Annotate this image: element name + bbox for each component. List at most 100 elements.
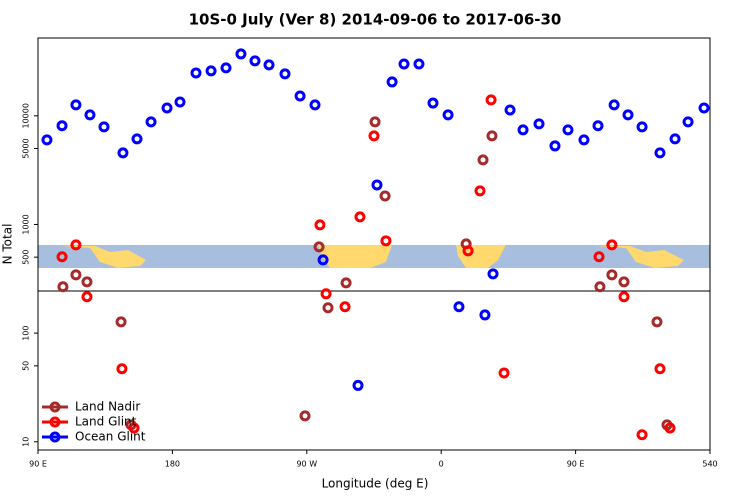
map-strip bbox=[38, 245, 710, 268]
point bbox=[56, 251, 68, 263]
point bbox=[380, 235, 392, 247]
point bbox=[309, 99, 321, 111]
plot-frame bbox=[37, 37, 711, 451]
point bbox=[379, 190, 391, 202]
y-tick-label: 500 bbox=[22, 250, 31, 265]
point bbox=[592, 120, 604, 132]
point bbox=[98, 121, 110, 133]
point bbox=[352, 379, 364, 391]
y-tick-label: 100 bbox=[22, 325, 31, 340]
point bbox=[263, 59, 275, 71]
point bbox=[578, 134, 590, 146]
point bbox=[453, 301, 465, 313]
point bbox=[115, 316, 127, 328]
point bbox=[477, 154, 489, 166]
point bbox=[498, 367, 510, 379]
point bbox=[57, 281, 69, 293]
point bbox=[339, 301, 351, 313]
point bbox=[533, 118, 545, 130]
y-axis-label: N Total bbox=[1, 224, 15, 265]
point bbox=[442, 109, 454, 121]
point bbox=[487, 268, 499, 280]
point bbox=[664, 422, 676, 434]
point bbox=[368, 130, 380, 142]
point bbox=[504, 104, 516, 116]
point bbox=[56, 120, 68, 132]
point bbox=[682, 116, 694, 128]
point bbox=[398, 58, 410, 70]
point bbox=[594, 281, 606, 293]
point bbox=[320, 288, 332, 300]
point bbox=[622, 109, 634, 121]
point bbox=[485, 94, 497, 106]
point bbox=[593, 251, 605, 263]
point bbox=[462, 245, 474, 257]
y-tick-label: 50 bbox=[22, 361, 31, 371]
point bbox=[294, 90, 306, 102]
point bbox=[698, 102, 710, 114]
point bbox=[205, 65, 217, 77]
legend-label: Land Nadir bbox=[75, 400, 140, 414]
point bbox=[81, 291, 93, 303]
point bbox=[116, 363, 128, 375]
y-tick-label: 10000 bbox=[22, 103, 31, 128]
point bbox=[654, 363, 666, 375]
point bbox=[299, 410, 311, 422]
point bbox=[190, 67, 202, 79]
x-tick-label: 90 E bbox=[567, 460, 585, 469]
point bbox=[128, 422, 140, 434]
y-tick-label: 5000 bbox=[22, 138, 31, 158]
point bbox=[606, 239, 618, 251]
point bbox=[70, 269, 82, 281]
y-tick-label: 1000 bbox=[22, 214, 31, 234]
point bbox=[322, 302, 334, 314]
point bbox=[314, 219, 326, 231]
point bbox=[517, 124, 529, 136]
x-tick-label: 90 E bbox=[29, 460, 47, 469]
point bbox=[117, 147, 129, 159]
point bbox=[41, 134, 53, 146]
legend-marker bbox=[49, 416, 61, 428]
point bbox=[486, 130, 498, 142]
point bbox=[636, 429, 648, 441]
point bbox=[317, 254, 329, 266]
point bbox=[651, 316, 663, 328]
point bbox=[371, 179, 383, 191]
point bbox=[369, 116, 381, 128]
point bbox=[669, 133, 681, 145]
point bbox=[70, 99, 82, 111]
legend-marker bbox=[49, 401, 61, 413]
point bbox=[81, 276, 93, 288]
legend-label: Ocean Glint bbox=[75, 430, 146, 444]
point bbox=[386, 76, 398, 88]
point bbox=[427, 97, 439, 109]
x-tick-label: 180 bbox=[165, 460, 180, 469]
point bbox=[174, 96, 186, 108]
legend-marker bbox=[49, 431, 61, 443]
point bbox=[354, 211, 366, 223]
point bbox=[636, 121, 648, 133]
point bbox=[235, 48, 247, 60]
point bbox=[249, 55, 261, 67]
x-tick-label: 540 bbox=[702, 460, 717, 469]
point bbox=[161, 102, 173, 114]
legend-label: Land Glint bbox=[75, 415, 137, 429]
x-axis-label: Longitude (deg E) bbox=[322, 477, 429, 491]
point bbox=[313, 241, 325, 253]
point bbox=[608, 99, 620, 111]
point bbox=[145, 116, 157, 128]
point bbox=[618, 276, 630, 288]
chart-title: 10S-0 July (Ver 8) 2014-09-06 to 2017-06… bbox=[189, 11, 562, 29]
point bbox=[606, 269, 618, 281]
point bbox=[479, 309, 491, 321]
point bbox=[413, 58, 425, 70]
point bbox=[549, 140, 561, 152]
x-tick-label: 0 bbox=[439, 460, 444, 469]
point bbox=[340, 277, 352, 289]
y-tick-label: 10 bbox=[22, 437, 31, 447]
point bbox=[220, 62, 232, 74]
point bbox=[70, 239, 82, 251]
point bbox=[84, 109, 96, 121]
point bbox=[562, 124, 574, 136]
